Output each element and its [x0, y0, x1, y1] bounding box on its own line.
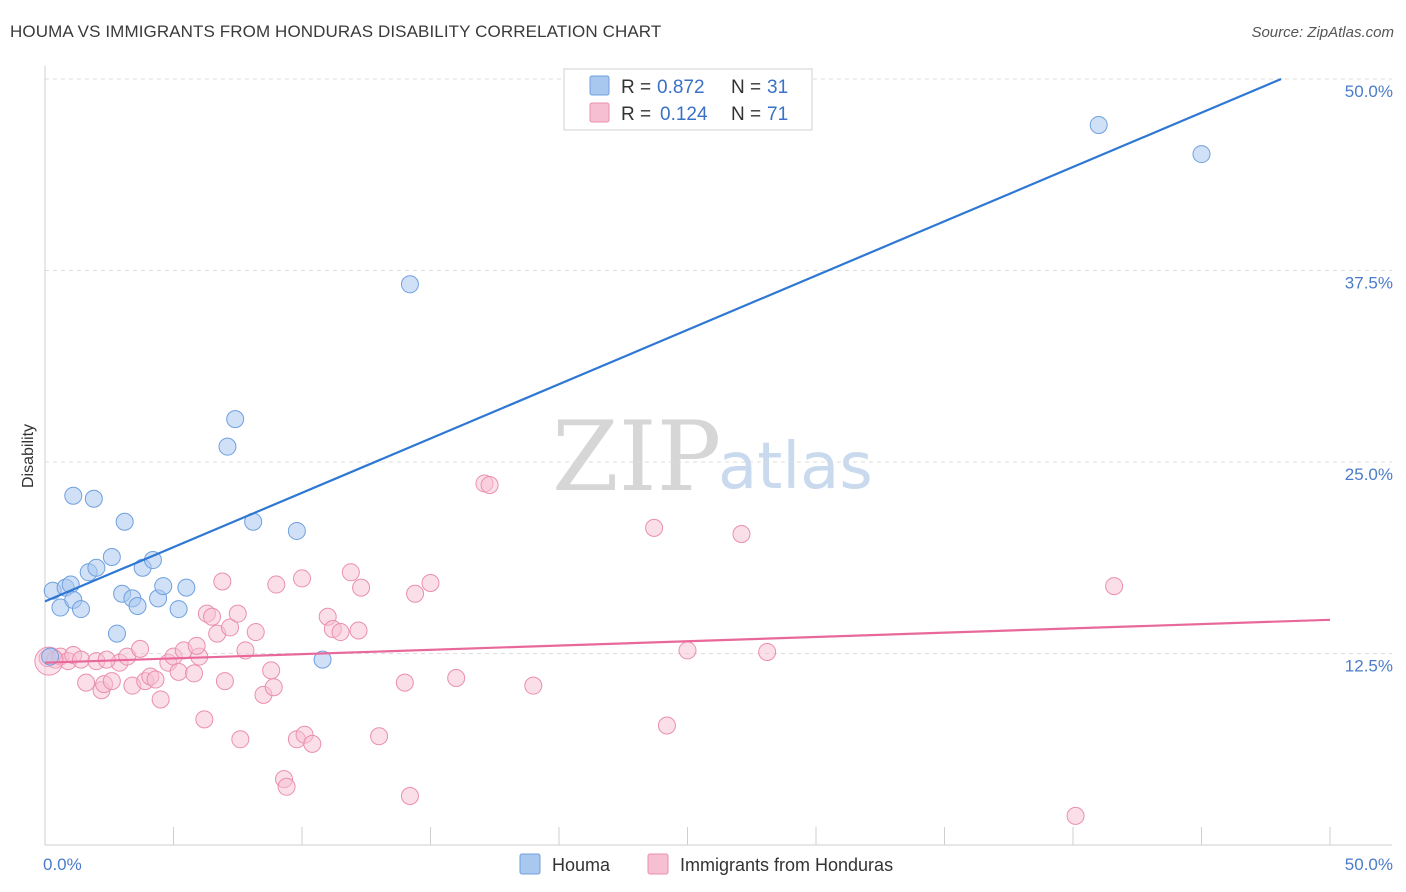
legend-houma-n-label: N =: [731, 77, 761, 98]
watermark-zip: ZIP: [552, 401, 721, 513]
point-houma-11: [115, 512, 134, 531]
point-honduras-60: [524, 676, 543, 695]
point-honduras-31: [221, 618, 240, 637]
point-honduras-69: [187, 636, 206, 655]
point-honduras-66: [1066, 806, 1085, 825]
y-tick-label-0: 12.5%: [1345, 657, 1393, 676]
gridlines: [45, 78, 1392, 654]
point-honduras-5: [71, 650, 90, 669]
point-houma-19: [169, 600, 188, 619]
legend-honduras-n-value: 71: [767, 104, 788, 125]
chart-title: HOUMA VS IMMIGRANTS FROM HONDURAS DISABI…: [10, 22, 662, 41]
bottom-legend-honduras-label: Immigrants from Honduras: [680, 855, 893, 875]
point-houma-22: [218, 437, 237, 456]
point-honduras-34: [236, 641, 255, 660]
legend-honduras-n-label: N =: [731, 104, 761, 125]
point-houma-8: [64, 486, 83, 505]
point-honduras-18: [151, 690, 170, 709]
point-honduras-53: [395, 673, 414, 692]
point-honduras-57: [447, 669, 466, 688]
point-houma-9: [84, 489, 103, 508]
y-tick-label-1: 25.0%: [1345, 465, 1393, 484]
top-legend: R = 0.872 N = 31 R = 0.124 N = 71: [563, 68, 813, 131]
point-houma-29: [1192, 145, 1211, 164]
point-honduras-61: [645, 518, 664, 537]
point-honduras-33: [231, 730, 250, 749]
bottom-legend-houma-label: Houma: [552, 855, 611, 875]
point-houma-23: [226, 410, 245, 429]
point-honduras-25: [195, 710, 214, 729]
point-honduras-30: [215, 672, 234, 691]
point-houma-14: [128, 597, 147, 616]
point-honduras-52: [370, 727, 389, 746]
trendline-honduras: [44, 618, 1331, 664]
x-tick-label-max: 50.0%: [1345, 855, 1393, 874]
point-honduras-62: [657, 716, 676, 735]
point-honduras-17: [146, 670, 165, 689]
point-houma-25: [287, 521, 306, 540]
point-houma-26: [313, 650, 332, 669]
point-honduras-37: [262, 661, 281, 680]
point-honduras-39: [267, 575, 286, 594]
point-houma-18: [154, 577, 173, 596]
point-honduras-10: [102, 672, 121, 691]
point-honduras-50: [349, 621, 368, 640]
bottom-legend-houma-swatch: [519, 853, 541, 875]
y-tick-label-3: 50.0%: [1345, 82, 1393, 101]
legend-houma-swatch: [589, 75, 610, 96]
point-honduras-14: [131, 639, 150, 658]
point-honduras-51: [352, 578, 371, 597]
legend-houma-n-value: 31: [767, 77, 788, 98]
trendlines: [44, 77, 1331, 664]
x-tick-labels: 0.0% 50.0%: [43, 855, 1393, 874]
point-honduras-55: [406, 584, 425, 603]
point-honduras-23: [185, 664, 204, 683]
point-honduras-29: [213, 572, 232, 591]
x-tick-label-min: 0.0%: [43, 855, 82, 874]
watermark-atlas: atlas: [718, 430, 873, 504]
point-honduras-56: [421, 574, 440, 593]
point-honduras-32: [228, 604, 247, 623]
point-houma-27: [400, 275, 419, 294]
y-axis-label: Disability: [20, 424, 37, 488]
point-honduras-54: [400, 786, 419, 805]
y-tick-labels: 12.5% 25.0% 37.5% 50.0%: [1345, 82, 1393, 676]
axes: [44, 66, 1392, 846]
point-houma-5: [71, 600, 90, 619]
point-honduras-65: [758, 642, 777, 661]
point-houma-7: [87, 558, 106, 577]
point-honduras-64: [732, 525, 751, 544]
y-tick-label-2: 37.5%: [1345, 274, 1393, 293]
legend-houma-r-value: 0.872: [657, 77, 705, 98]
point-honduras-6: [77, 673, 96, 692]
series-honduras-points: [34, 474, 1124, 825]
point-honduras-21: [169, 662, 188, 681]
point-honduras-35: [246, 623, 265, 642]
trendline-houma: [44, 77, 1282, 603]
point-honduras-59: [480, 475, 499, 494]
legend-honduras-swatch: [589, 102, 610, 123]
legend-honduras-r-value: 0.124: [660, 104, 708, 125]
legend-honduras-r-label: R =: [621, 104, 651, 125]
point-honduras-67: [1105, 577, 1124, 596]
bottom-legend-honduras-swatch: [647, 853, 669, 875]
point-honduras-49: [341, 563, 360, 582]
legend-houma-r-label: R =: [621, 77, 651, 98]
point-honduras-43: [293, 569, 311, 588]
point-honduras-48: [331, 623, 350, 642]
point-honduras-45: [303, 734, 322, 753]
point-honduras-38: [264, 678, 283, 697]
source-credit: Source: ZipAtlas.com: [1251, 24, 1394, 41]
series-houma-points: [41, 115, 1211, 669]
point-houma-20: [177, 578, 196, 597]
point-houma-21: [107, 624, 126, 643]
bottom-legend: Houma Immigrants from Honduras: [519, 853, 893, 875]
point-houma-10: [102, 547, 121, 566]
point-houma-30: [41, 647, 60, 666]
point-honduras-63: [678, 641, 697, 660]
point-honduras-27: [203, 607, 222, 626]
point-honduras-41: [277, 777, 296, 796]
point-houma-28: [1089, 115, 1108, 134]
